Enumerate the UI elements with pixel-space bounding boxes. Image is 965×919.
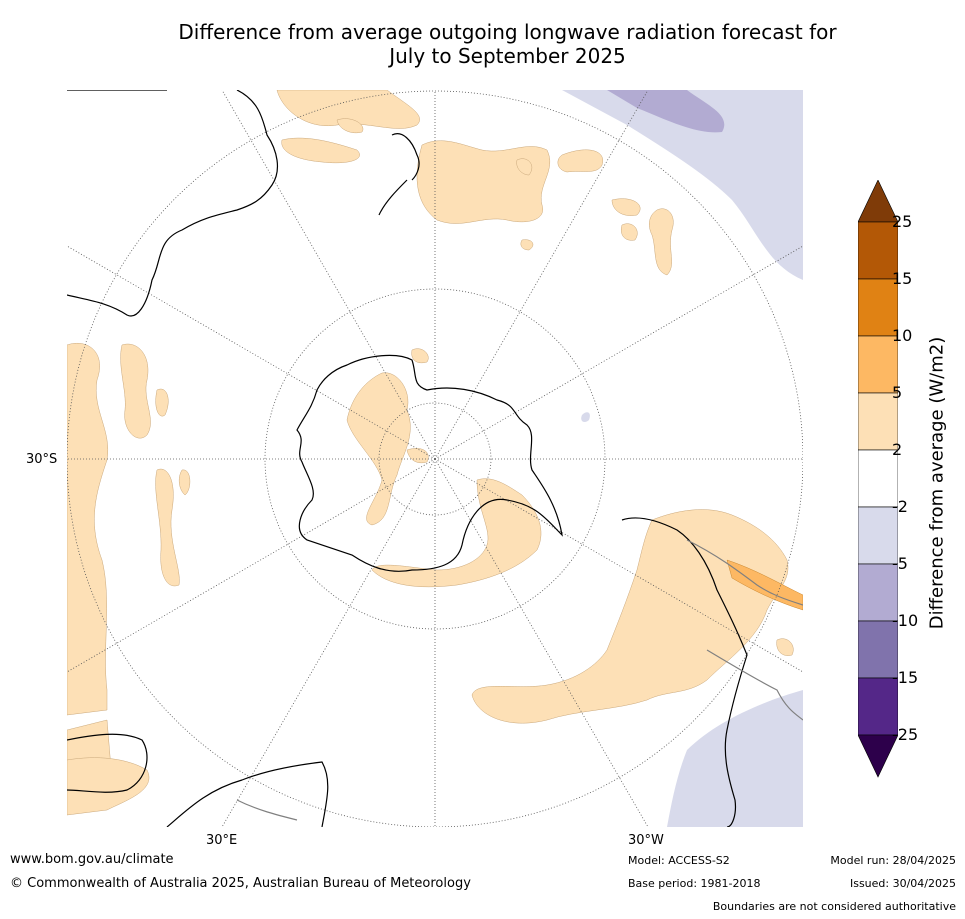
colorbar-tick-label: 10 xyxy=(892,326,913,345)
colorbar xyxy=(858,180,898,778)
graticule xyxy=(67,90,803,827)
colorbar-band xyxy=(858,392,898,451)
colorbar-segments xyxy=(858,180,898,778)
footer-issued: Issued: 30/04/2025 xyxy=(849,877,956,890)
colorbar-label: Difference from average (W/m2) xyxy=(926,336,948,630)
antarctica-coast xyxy=(296,354,563,572)
colorbar-band xyxy=(858,677,898,736)
title-line-1: Difference from average outgoing longwav… xyxy=(178,20,837,44)
negative-anomaly-regions xyxy=(562,90,803,827)
footer-base-period: Base period: 1981-2018 xyxy=(628,877,761,890)
footer-copyright: © Commonwealth of Australia 2025, Austra… xyxy=(10,876,471,891)
colorbar-band xyxy=(858,506,898,565)
footer-model: Model: ACCESS-S2 xyxy=(628,854,730,867)
colorbar-tick-label: -25 xyxy=(892,725,919,744)
new-zealand-coast xyxy=(378,133,420,216)
colorbar-tick-label: 25 xyxy=(892,212,913,231)
colorbar-tick-label: 15 xyxy=(892,269,913,288)
footer-disclaimer: Boundaries are not considered authoritat… xyxy=(712,900,956,913)
colorbar-tick-label: -5 xyxy=(892,554,908,573)
south-america-coast xyxy=(621,517,748,827)
southern-africa-coast xyxy=(166,761,329,827)
colorbar-tick-label: 2 xyxy=(892,440,903,459)
polar-map xyxy=(67,90,803,827)
longitude-label-bottom-right: 30°W xyxy=(628,833,664,848)
country-borders xyxy=(236,539,803,821)
coastlines xyxy=(67,90,748,827)
strong-negative-anomaly-region xyxy=(607,90,725,133)
colorbar-tick-label: -15 xyxy=(892,668,919,687)
footer-model-run: Model run: 28/04/2025 xyxy=(830,854,956,867)
map-title: Difference from average outgoing longwav… xyxy=(120,20,895,68)
colorbar-band xyxy=(858,620,898,679)
colorbar-tick-label: 5 xyxy=(892,383,903,402)
colorbar-extend-min xyxy=(858,734,898,778)
footer-url[interactable]: www.bom.gov.au/climate xyxy=(10,852,174,867)
latitude-label-left: 30°S xyxy=(26,452,58,467)
title-line-2: July to September 2025 xyxy=(389,44,626,68)
colorbar-tick-label: -2 xyxy=(892,497,908,516)
moderate-positive-anomaly-region xyxy=(726,559,803,611)
colorbar-band xyxy=(858,278,898,337)
longitude-label-bottom-left: 30°E xyxy=(206,833,238,848)
australia-coast xyxy=(67,90,279,317)
colorbar-tick-label: -10 xyxy=(892,611,919,630)
positive-anomaly-regions xyxy=(67,90,794,816)
